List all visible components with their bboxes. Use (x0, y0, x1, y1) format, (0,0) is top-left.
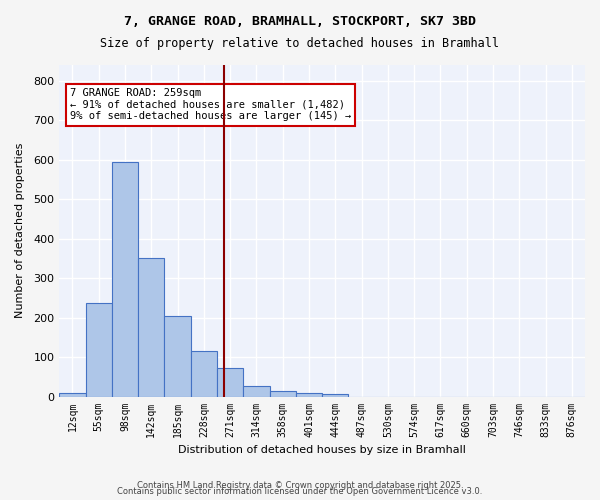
Text: Contains HM Land Registry data © Crown copyright and database right 2025.: Contains HM Land Registry data © Crown c… (137, 481, 463, 490)
Bar (112, 162, 138, 396)
Y-axis label: Number of detached properties: Number of detached properties (15, 143, 25, 318)
Text: Contains public sector information licensed under the Open Government Licence v3: Contains public sector information licen… (118, 487, 482, 496)
Bar (138, 258, 164, 396)
Bar (191, 351, 217, 397)
Bar (86, 302, 112, 396)
Bar (322, 394, 349, 396)
Text: Size of property relative to detached houses in Bramhall: Size of property relative to detached ho… (101, 38, 499, 51)
Bar (296, 394, 322, 396)
Bar (164, 316, 191, 396)
Text: 7 GRANGE ROAD: 259sqm
← 91% of detached houses are smaller (1,482)
9% of semi-de: 7 GRANGE ROAD: 259sqm ← 91% of detached … (70, 88, 351, 122)
Text: 7, GRANGE ROAD, BRAMHALL, STOCKPORT, SK7 3BD: 7, GRANGE ROAD, BRAMHALL, STOCKPORT, SK7… (124, 15, 476, 28)
Bar (59, 394, 86, 396)
Bar (269, 392, 296, 396)
Bar (217, 368, 244, 396)
Bar (244, 386, 269, 396)
X-axis label: Distribution of detached houses by size in Bramhall: Distribution of detached houses by size … (178, 445, 466, 455)
